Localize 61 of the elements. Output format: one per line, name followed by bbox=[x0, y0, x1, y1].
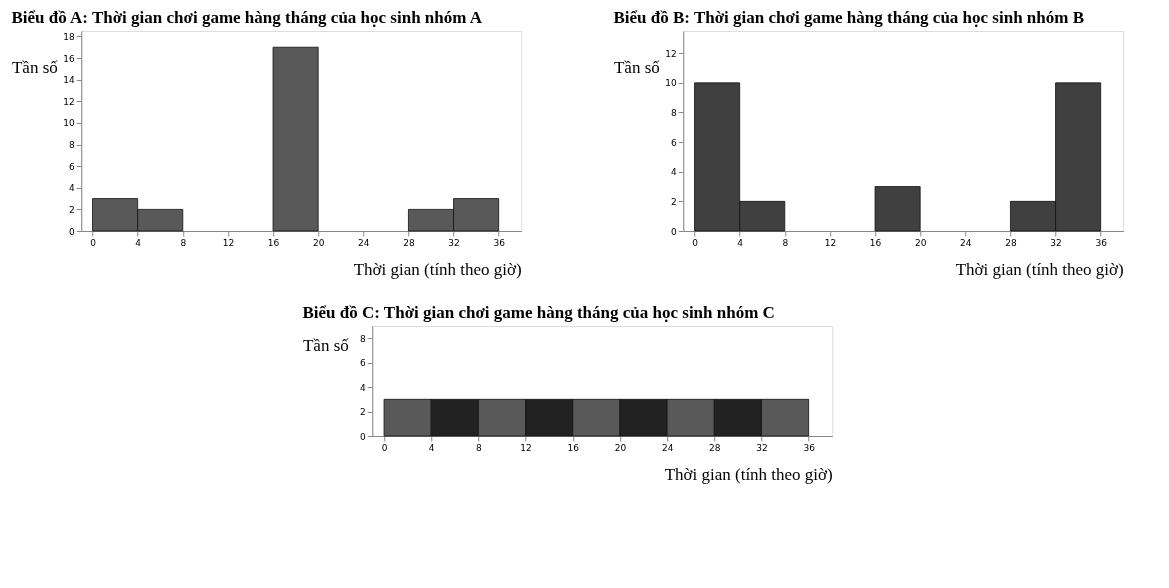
x-tick-label: 8 bbox=[476, 442, 483, 453]
y-tick-label: 12 bbox=[665, 48, 677, 59]
x-tick-label: 28 bbox=[709, 442, 721, 453]
x-tick-label: 28 bbox=[403, 237, 415, 248]
x-tick-label: 12 bbox=[222, 237, 235, 248]
x-tick-label: 16 bbox=[567, 442, 580, 453]
chart-title: Biểu đồ B: Thời gian chơi game hàng tháng của học sinh nhóm B bbox=[613, 8, 1084, 27]
y-tick-label: 14 bbox=[63, 75, 76, 86]
y-tick-label: 2 bbox=[69, 204, 75, 215]
x-tick-label: 32 bbox=[756, 442, 768, 453]
x-tick-label: 36 bbox=[803, 442, 816, 453]
x-tick-label: 28 bbox=[1005, 237, 1017, 248]
x-tick-label: 20 bbox=[914, 237, 927, 248]
y-tick-label: 18 bbox=[63, 31, 76, 42]
x-tick-label: 16 bbox=[267, 237, 280, 248]
y-axis-title: Tần số bbox=[613, 57, 661, 77]
y-axis-title: Tần số bbox=[11, 57, 59, 77]
x-tick-label: 0 bbox=[692, 237, 699, 248]
y-tick-label: 6 bbox=[360, 358, 367, 369]
x-tick-label: 8 bbox=[180, 237, 187, 248]
y-tick-label: 8 bbox=[69, 140, 76, 151]
x-tick-label: 16 bbox=[869, 237, 882, 248]
x-tick-label: 4 bbox=[737, 237, 744, 248]
y-tick-label: 8 bbox=[671, 107, 678, 118]
x-axis-title: Thời gian (tính theo giờ) bbox=[353, 259, 522, 279]
x-axis-title: Thời gian (tính theo giờ) bbox=[955, 259, 1124, 279]
x-tick-label: 24 bbox=[358, 237, 370, 248]
x-tick-label: 32 bbox=[448, 237, 460, 248]
y-tick-label: 2 bbox=[360, 407, 366, 418]
x-tick-label: 32 bbox=[1050, 237, 1062, 248]
y-tick-label: 4 bbox=[671, 167, 678, 178]
y-tick-label: 16 bbox=[63, 53, 76, 64]
x-tick-label: 8 bbox=[782, 237, 789, 248]
chart-title: Biểu đồ C: Thời gian chơi game hàng tháng của học sinh nhóm C bbox=[302, 303, 775, 322]
x-tick-label: 24 bbox=[960, 237, 972, 248]
x-tick-label: 12 bbox=[520, 442, 532, 453]
y-tick-label: 0 bbox=[69, 226, 76, 237]
y-tick-label: 4 bbox=[69, 183, 76, 194]
x-tick-label: 20 bbox=[312, 237, 325, 248]
x-tick-label: 36 bbox=[1095, 237, 1108, 248]
y-tick-label: 10 bbox=[665, 78, 678, 89]
y-tick-label: 0 bbox=[671, 226, 678, 237]
y-tick-label: 6 bbox=[69, 161, 76, 172]
y-tick-label: 2 bbox=[671, 196, 677, 207]
x-axis-title: Thời gian (tính theo giờ) bbox=[664, 464, 833, 484]
y-tick-label: 4 bbox=[360, 382, 367, 393]
x-tick-label: 12 bbox=[824, 237, 837, 248]
y-tick-label: 6 bbox=[671, 137, 678, 148]
y-tick-label: 10 bbox=[63, 118, 76, 129]
x-tick-label: 4 bbox=[428, 442, 435, 453]
x-tick-label: 4 bbox=[135, 237, 142, 248]
y-axis-title: Tần số bbox=[302, 336, 350, 356]
chart-title: Biểu đồ A: Thời gian chơi game hàng tháng của học sinh nhóm A bbox=[11, 8, 483, 27]
x-tick-label: 20 bbox=[614, 442, 627, 453]
y-tick-label: 8 bbox=[360, 333, 367, 344]
x-tick-label: 0 bbox=[90, 237, 97, 248]
x-tick-label: 24 bbox=[661, 442, 674, 453]
x-tick-label: 0 bbox=[381, 442, 388, 453]
x-tick-label: 36 bbox=[493, 237, 506, 248]
y-tick-label: 12 bbox=[63, 96, 75, 107]
y-tick-label: 0 bbox=[360, 431, 367, 442]
